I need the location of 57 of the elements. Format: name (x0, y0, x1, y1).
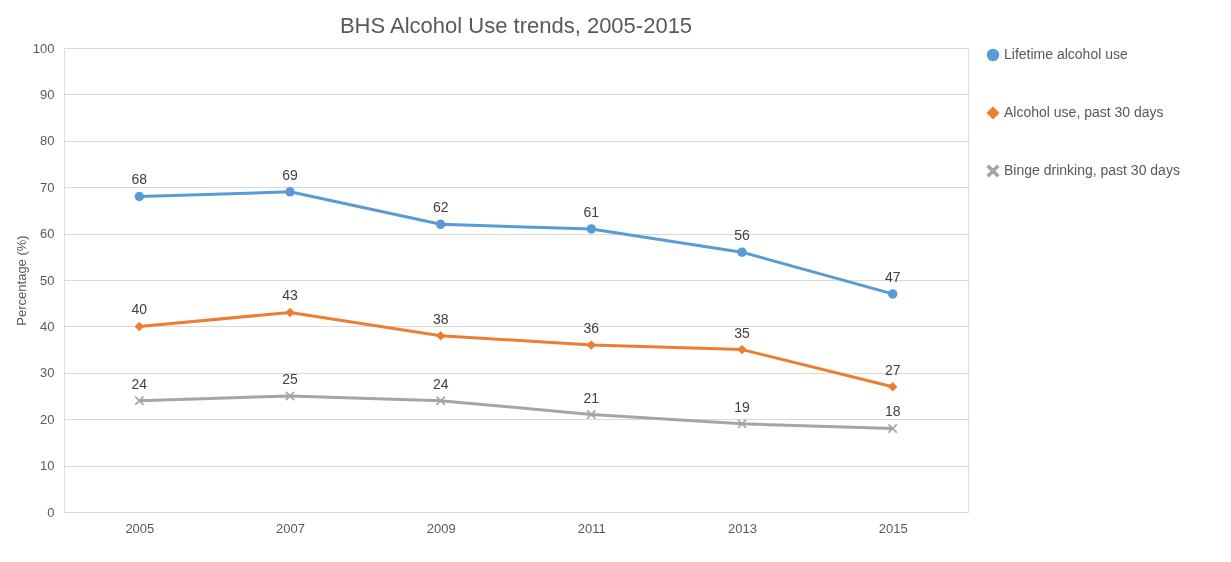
data-label: 40 (131, 301, 148, 318)
data-label: 38 (432, 310, 449, 327)
point (134, 321, 145, 332)
y-tick-label: 30 (40, 365, 55, 381)
y-axis-title: Percentage (%) (13, 235, 29, 326)
y-tick-label: 50 (40, 272, 55, 288)
data-label: 68 (131, 171, 148, 188)
point (887, 381, 898, 392)
point (435, 330, 446, 341)
x-tick-label: 2011 (577, 520, 606, 536)
point (285, 187, 295, 197)
point (435, 219, 446, 230)
legend-label: Binge drinking, past 30 days (1004, 162, 1180, 178)
point (586, 409, 597, 420)
data-label: 18 (884, 403, 901, 420)
y-tick-label: 10 (40, 458, 55, 474)
point (285, 307, 295, 318)
data-label: 27 (884, 361, 901, 378)
data-label: 25 (282, 371, 298, 387)
data-label: 43 (282, 287, 298, 304)
x-tick-label: 2015 (878, 520, 908, 536)
point (134, 395, 145, 406)
x-tick-label: 2007 (276, 520, 305, 536)
data-label: 62 (432, 199, 449, 216)
data-label: 69 (282, 166, 298, 183)
data-label: 19 (734, 398, 750, 415)
x-tick-label: 2009 (426, 520, 456, 536)
data-label: 21 (583, 389, 600, 406)
y-tick-label: 0 (47, 504, 55, 520)
data-label: 56 (734, 227, 750, 244)
point (887, 289, 898, 299)
point (586, 224, 597, 234)
point (134, 191, 145, 202)
point (435, 395, 446, 406)
data-label: 24 (432, 375, 449, 392)
data-label: 47 (884, 268, 901, 285)
y-tick-label: 60 (40, 226, 55, 242)
legend-label: Alcohol use, past 30 days (1004, 104, 1164, 120)
data-label: 24 (131, 375, 148, 392)
data-label: 35 (734, 324, 750, 341)
data-label: 61 (583, 203, 600, 220)
y-tick-label: 40 (40, 318, 55, 334)
y-tick-label: 90 (40, 86, 55, 102)
y-tick-label: 70 (40, 179, 55, 195)
y-tick-label: 80 (40, 133, 55, 149)
point (737, 344, 747, 355)
point (887, 423, 898, 434)
point (737, 247, 747, 257)
x-tick-label: 2005 (125, 520, 155, 536)
y-tick-label: 20 (40, 411, 55, 427)
legend-label: Lifetime alcohol use (1004, 46, 1128, 62)
point (285, 391, 295, 401)
chart-title: BHS Alcohol Use trends, 2005-2015 (339, 13, 693, 38)
data-label: 36 (583, 319, 600, 336)
y-tick-label: 100 (32, 40, 55, 56)
x-tick-label: 2013 (728, 520, 757, 536)
point (737, 419, 747, 429)
